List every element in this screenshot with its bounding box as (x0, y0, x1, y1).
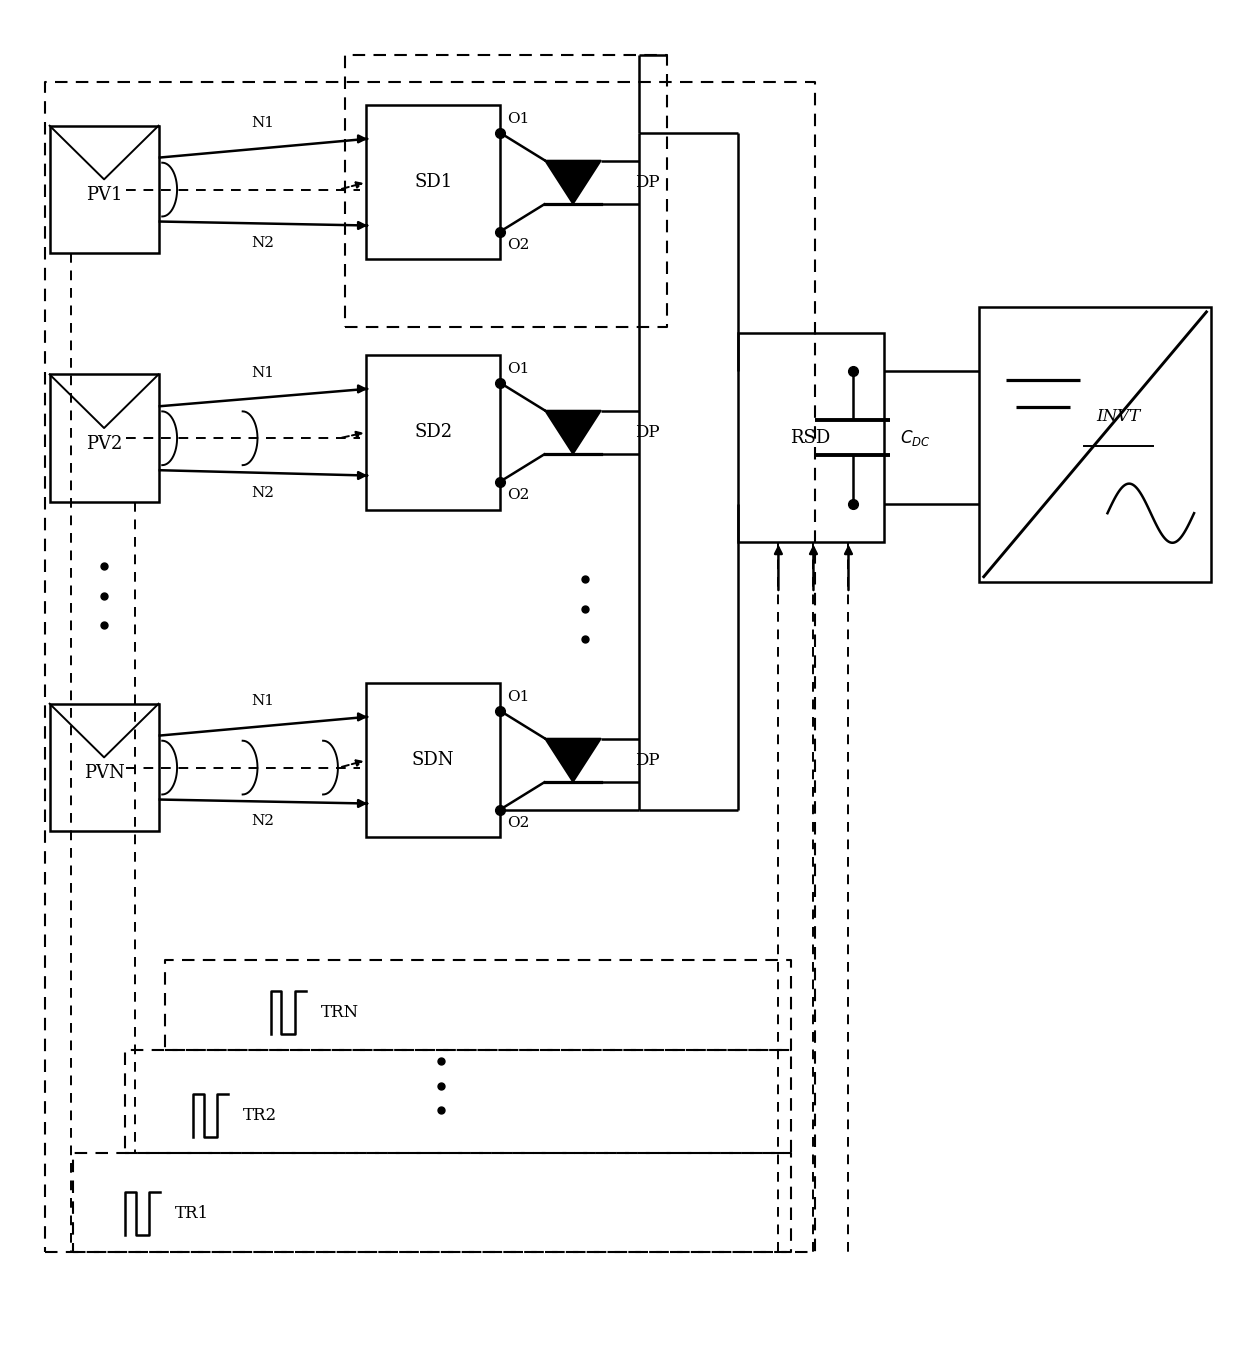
Text: N1: N1 (250, 116, 274, 129)
Text: O1: O1 (507, 690, 529, 704)
Text: O1: O1 (507, 112, 529, 127)
Polygon shape (546, 411, 600, 454)
Text: O2: O2 (507, 238, 529, 252)
Bar (50, 703, 159, 831)
Text: PV1: PV1 (86, 186, 123, 203)
Text: O1: O1 (507, 362, 529, 376)
Text: SD1: SD1 (414, 174, 453, 191)
Text: DP: DP (635, 174, 660, 191)
Text: TR1: TR1 (175, 1206, 208, 1222)
Text: SD2: SD2 (414, 423, 453, 442)
Text: PVN: PVN (84, 764, 124, 783)
Bar (50, 125, 159, 253)
Text: DP: DP (635, 752, 660, 769)
Text: O2: O2 (507, 488, 529, 502)
Bar (978, 307, 1211, 582)
Bar (366, 683, 500, 838)
Text: SDN: SDN (412, 752, 454, 769)
Text: N2: N2 (250, 236, 274, 251)
Bar (366, 354, 500, 509)
Text: DP: DP (635, 424, 660, 440)
Bar (366, 105, 500, 260)
Text: INVT: INVT (1096, 408, 1141, 426)
Bar (50, 374, 159, 502)
Text: N2: N2 (250, 486, 274, 500)
Text: TR2: TR2 (243, 1107, 277, 1125)
Bar (738, 334, 884, 541)
Polygon shape (546, 160, 600, 203)
Text: RSD: RSD (790, 428, 831, 447)
Text: N1: N1 (250, 694, 274, 707)
Text: N2: N2 (250, 814, 274, 828)
Text: PV2: PV2 (86, 435, 123, 453)
Text: O2: O2 (507, 816, 529, 830)
Text: N1: N1 (250, 366, 274, 380)
Text: $C_{DC}$: $C_{DC}$ (899, 427, 930, 447)
Text: TRN: TRN (321, 1004, 358, 1021)
Polygon shape (546, 738, 600, 781)
